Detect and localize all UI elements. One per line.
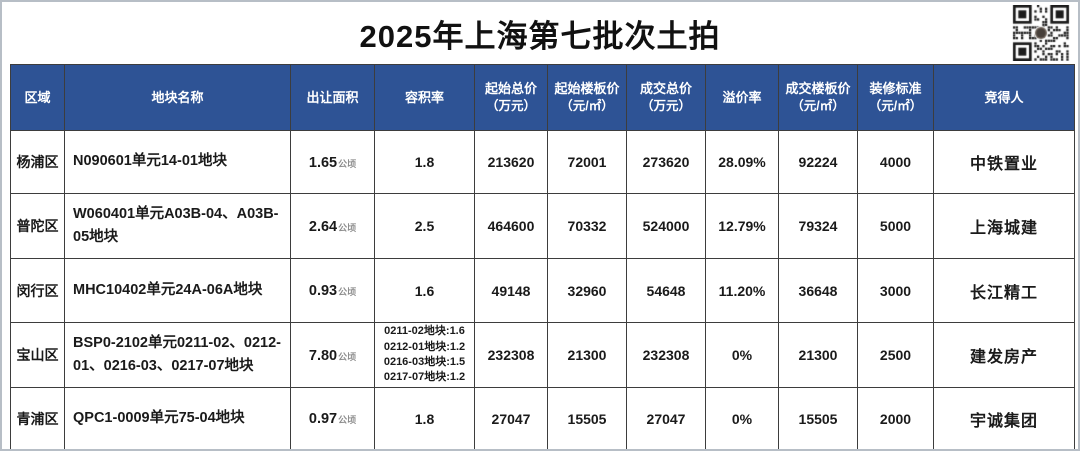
qr-code-icon <box>1010 5 1072 61</box>
cell-winner: 宇诚集团 <box>933 387 1075 449</box>
cell-deal-floor: 36648 <box>778 258 858 323</box>
col-region: 区域 <box>10 64 65 131</box>
cell-premium: 0% <box>705 387 779 449</box>
col-deal-floor: 成交楼板价 （元/㎡） <box>778 64 858 131</box>
cell-start-floor: 70332 <box>547 193 627 259</box>
cell-decoration: 4000 <box>857 130 934 194</box>
table-row: 杨浦区 N090601单元14-01地块 1.65公顷 1.8 213620 7… <box>10 130 1075 194</box>
cell-deal-floor: 92224 <box>778 130 858 194</box>
cell-plot-name: MHC10402单元24A-06A地块 <box>64 258 291 323</box>
cell-area: 0.93公顷 <box>290 258 375 323</box>
col-area: 出让面积 <box>290 64 375 131</box>
cell-far: 0211-02地块:1.6 0212-01地块:1.2 0216-03地块:1.… <box>374 322 475 388</box>
col-premium: 溢价率 <box>705 64 779 131</box>
cell-premium: 12.79% <box>705 193 779 259</box>
cell-area: 1.65公顷 <box>290 130 375 194</box>
cell-deal-floor: 21300 <box>778 322 858 388</box>
cell-far: 1.8 <box>374 387 475 449</box>
col-decoration: 装修标准 （元/㎡） <box>857 64 934 131</box>
col-winner: 竞得人 <box>933 64 1075 131</box>
cell-plot-name: W060401单元A03B-04、A03B-05地块 <box>64 193 291 259</box>
area-unit-label: 公顷 <box>338 287 357 297</box>
cell-start-total: 232308 <box>474 322 548 388</box>
land-auction-table: 区域 地块名称 出让面积 容积率 起始总价 （万元） 起始楼板价 （元/㎡） 成交总… <box>10 64 1075 449</box>
cell-winner: 建发房产 <box>933 322 1075 388</box>
page-title: 2025年上海第七批次土拍 <box>359 19 721 54</box>
area-unit-label: 公顷 <box>338 222 357 233</box>
table-row: 普陀区 W060401单元A03B-04、A03B-05地块 2.64公顷 2.… <box>10 193 1075 259</box>
cell-area: 7.80公顷 <box>290 322 375 388</box>
cell-start-total: 49148 <box>474 258 548 323</box>
cell-deal-floor: 15505 <box>778 387 858 449</box>
table-row: 闵行区 MHC10402单元24A-06A地块 0.93公顷 1.6 49148… <box>10 258 1075 323</box>
cell-premium: 11.20% <box>705 258 779 323</box>
col-start-floor: 起始楼板价 （元/㎡） <box>547 64 627 131</box>
area-unit-label: 公顷 <box>338 351 357 362</box>
cell-start-total: 213620 <box>474 130 548 194</box>
header-row: 区域 地块名称 出让面积 容积率 起始总价 （万元） 起始楼板价 （元/㎡） 成交总… <box>10 64 1075 131</box>
cell-winner: 中铁置业 <box>933 130 1075 194</box>
cell-decoration: 2500 <box>857 322 934 388</box>
cell-region: 宝山区 <box>10 322 65 388</box>
area-unit-label: 公顷 <box>338 415 357 426</box>
area-unit-label: 公顷 <box>338 158 357 169</box>
col-plot-name: 地块名称 <box>64 64 291 131</box>
cell-area: 0.97公顷 <box>290 387 375 449</box>
cell-far: 1.6 <box>374 258 475 323</box>
cell-deal-total: 27047 <box>626 387 706 449</box>
cell-plot-name: BSP0-2102单元0211-02、0212-01、0216-03、0217-… <box>64 322 291 388</box>
cell-deal-total: 524000 <box>626 193 706 259</box>
cell-region: 普陀区 <box>10 193 65 259</box>
cell-plot-name: N090601单元14-01地块 <box>64 130 291 194</box>
cell-region: 青浦区 <box>10 387 65 449</box>
cell-premium: 28.09% <box>705 130 779 194</box>
cell-far: 1.8 <box>374 130 475 194</box>
cell-start-total: 464600 <box>474 193 548 259</box>
cell-start-floor: 32960 <box>547 258 627 323</box>
cell-decoration: 2000 <box>857 387 934 449</box>
cell-region: 闵行区 <box>10 258 65 323</box>
cell-deal-floor: 79324 <box>778 193 858 259</box>
cell-start-floor: 15505 <box>547 387 627 449</box>
cell-winner: 长江精工 <box>933 258 1075 323</box>
cell-deal-total: 54648 <box>626 258 706 323</box>
col-start-total: 起始总价 （万元） <box>474 64 548 131</box>
cell-plot-name: QPC1-0009单元75-04地块 <box>64 387 291 449</box>
cell-region: 杨浦区 <box>10 130 65 194</box>
cell-deal-total: 273620 <box>626 130 706 194</box>
cell-winner: 上海城建 <box>933 193 1075 259</box>
cell-decoration: 5000 <box>857 193 934 259</box>
cell-start-floor: 21300 <box>547 322 627 388</box>
cell-start-floor: 72001 <box>547 130 627 194</box>
table-row: 青浦区 QPC1-0009单元75-04地块 0.97公顷 1.8 27047 … <box>10 387 1075 449</box>
cell-deal-total: 232308 <box>626 322 706 388</box>
cell-start-total: 27047 <box>474 387 548 449</box>
cell-premium: 0% <box>705 322 779 388</box>
cell-far: 2.5 <box>374 193 475 259</box>
col-far: 容积率 <box>374 64 475 131</box>
col-deal-total: 成交总价 （万元） <box>626 64 706 131</box>
cell-decoration: 3000 <box>857 258 934 323</box>
cell-area: 2.64公顷 <box>290 193 375 259</box>
table-row: 宝山区 BSP0-2102单元0211-02、0212-01、0216-03、0… <box>10 322 1075 388</box>
